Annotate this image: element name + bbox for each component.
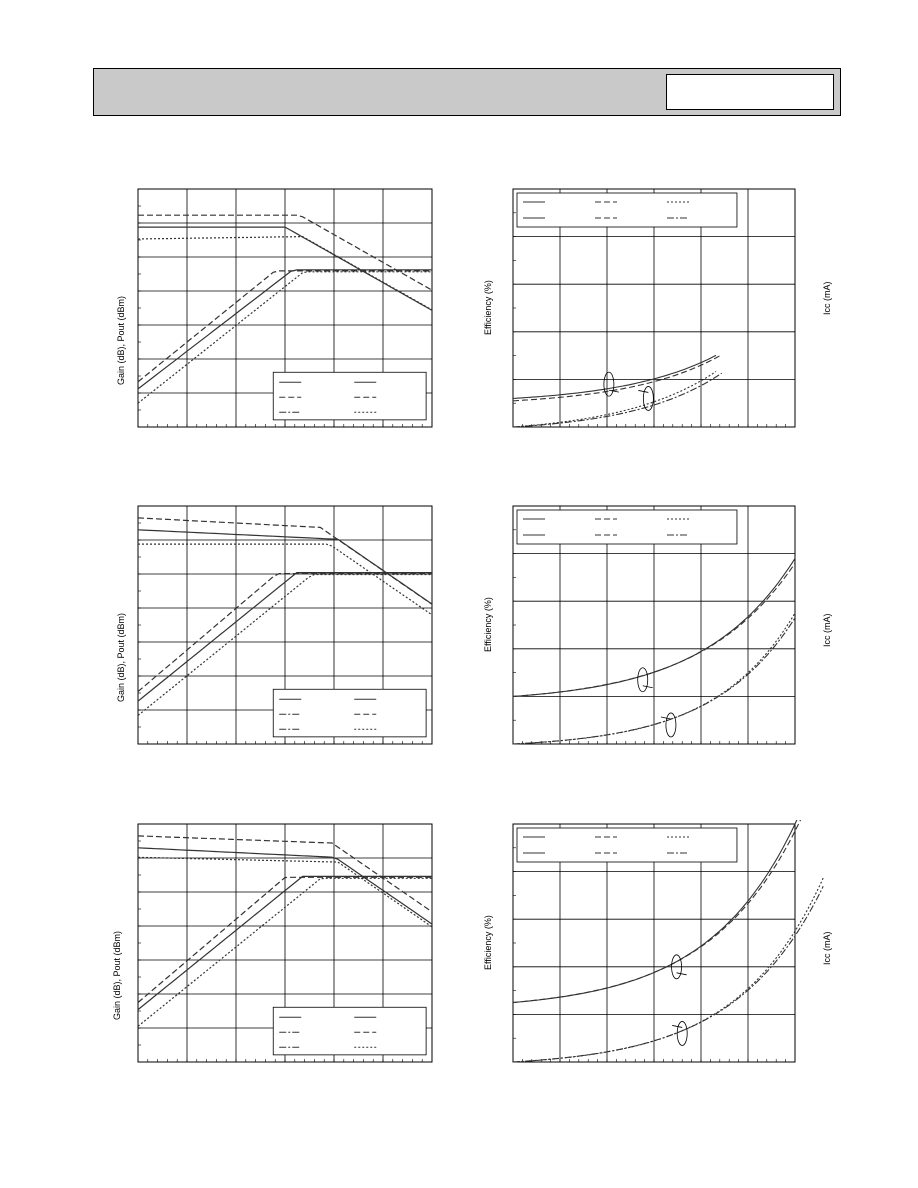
chart-3-plot xyxy=(137,823,433,1063)
efficiency-curve xyxy=(512,354,717,399)
curve-group-marker xyxy=(676,1021,688,1046)
efficiency-curve xyxy=(512,354,722,402)
curve-group-marker xyxy=(603,371,615,397)
pout-curve xyxy=(137,269,432,390)
header-bar xyxy=(93,68,841,116)
gain-curve xyxy=(137,856,433,928)
gain-curve xyxy=(138,543,433,616)
axis-arrow xyxy=(608,389,619,393)
efficiency-curve xyxy=(512,562,796,697)
axis-arrow xyxy=(672,1025,683,1028)
gain-pout-chart-2: Gain (dB), Pout (dBm) xyxy=(100,502,440,752)
efficiency-curve xyxy=(512,617,796,745)
axis-arrow xyxy=(676,972,687,976)
gain-curve xyxy=(138,214,433,291)
curve-group-marker xyxy=(642,386,654,411)
legend-box xyxy=(516,827,738,863)
chart-4-plot xyxy=(512,188,796,428)
gain-curve xyxy=(137,847,433,925)
curve-group-marker xyxy=(671,954,682,980)
pout-curve xyxy=(137,875,432,1011)
gain-curve xyxy=(137,235,433,311)
chart-1-plot xyxy=(137,188,433,428)
gain-pout-chart-3: Gain (dB), Pout (dBm) xyxy=(100,820,440,1070)
eff-icc-chart-1: Efficiency (%) Icc (mA) xyxy=(475,185,855,435)
efficiency-curve xyxy=(512,372,722,428)
legend-box xyxy=(516,192,738,228)
eff-icc-chart-3: Efficiency (%) Icc (mA) xyxy=(475,820,855,1070)
axis-arrow xyxy=(638,390,649,393)
gain-curve xyxy=(137,517,433,605)
chart-6-plot xyxy=(512,820,824,1063)
efficiency-curve xyxy=(512,820,802,1004)
efficiency-curve xyxy=(512,820,798,1004)
chart-5-plot xyxy=(512,505,796,745)
efficiency-curve xyxy=(512,886,824,1063)
gain-pout-chart-1: Gain (dB), Pout (dBm) xyxy=(100,185,440,435)
pout-curve xyxy=(137,573,432,693)
efficiency-curve xyxy=(512,371,717,428)
pout-curve xyxy=(137,877,432,1027)
axis-arrow xyxy=(642,685,653,689)
curve-group-marker xyxy=(665,712,677,738)
chart-2-plot xyxy=(137,505,433,745)
gain-curve xyxy=(137,529,433,605)
pout-curve xyxy=(137,270,432,383)
part-number-box xyxy=(666,74,834,110)
curve-group-marker xyxy=(637,667,649,693)
legend-box xyxy=(516,509,738,545)
eff-icc-chart-2: Efficiency (%) Icc (mA) xyxy=(475,502,855,752)
pout-curve xyxy=(137,573,432,716)
pout-curve xyxy=(137,572,432,702)
axis-arrow xyxy=(660,716,671,720)
pout-curve xyxy=(137,876,432,1003)
